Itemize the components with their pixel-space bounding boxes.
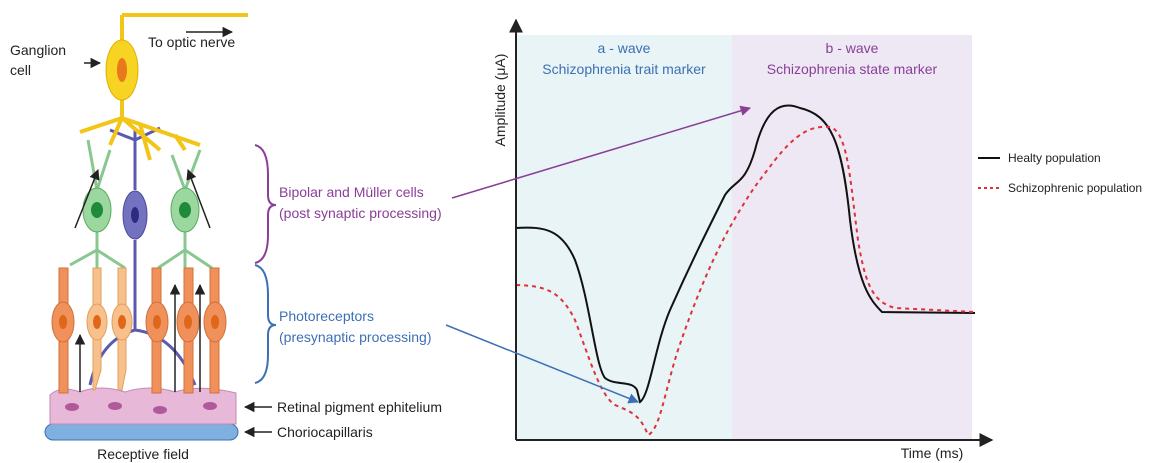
region-label: Schizophrenia trait marker [542, 61, 706, 77]
label: (post synaptic processing) [279, 205, 442, 221]
legend-label: Schizophrenic population [1008, 181, 1142, 195]
legend-label: Healty population [1008, 151, 1101, 165]
label: Retinal pigment ephitelium [277, 399, 442, 415]
region-label: Schizophrenia state marker [767, 61, 938, 77]
retina-illustration: Ganglion cell To optic nerve Bipolar and… [10, 15, 442, 462]
a-wave-region [516, 35, 732, 440]
label: To optic nerve [148, 34, 235, 50]
x-axis-label: Time (ms) [901, 445, 963, 461]
label: cell [10, 62, 31, 78]
caption: Receptive field [97, 446, 189, 462]
label: Photoreceptors [279, 308, 374, 324]
label: Choriocapillaris [277, 424, 373, 440]
erg-diagram: a - wave Schizophrenia trait marker b - … [446, 20, 1142, 461]
region-label: a - wave [598, 40, 651, 56]
y-axis-label: Amplitude (μA) [492, 54, 508, 147]
figure: Ganglion cell To optic nerve Bipolar and… [0, 0, 1164, 463]
label: Bipolar and Müller cells [279, 184, 424, 200]
choriocapillaris [45, 424, 238, 440]
region-label: b - wave [826, 40, 879, 56]
label: (presynaptic processing) [279, 329, 432, 345]
label: Ganglion [10, 42, 66, 58]
